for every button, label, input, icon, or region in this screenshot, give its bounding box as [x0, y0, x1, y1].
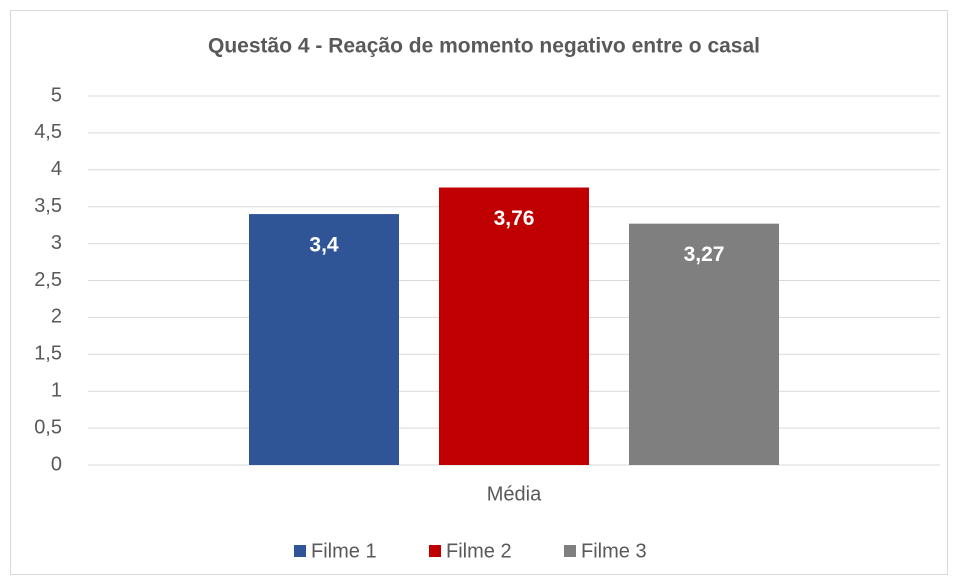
- legend-label: Filme 1: [311, 540, 377, 562]
- y-tick-label: 1,5: [34, 343, 62, 365]
- y-tick-label: 3,5: [34, 195, 62, 217]
- y-tick-label: 0,5: [34, 416, 62, 438]
- y-tick-label: 5: [51, 84, 62, 106]
- bar: [249, 214, 399, 465]
- data-label: 3,27: [684, 243, 725, 266]
- legend-label: Filme 3: [581, 540, 647, 562]
- legend-swatch: [294, 545, 306, 557]
- y-tick-label: 0: [51, 453, 62, 475]
- x-tick-label: Média: [487, 483, 542, 505]
- bar: [439, 187, 589, 465]
- legend-swatch: [429, 545, 441, 557]
- legend-swatch: [564, 545, 576, 557]
- y-tick-label: 1: [51, 379, 62, 401]
- y-tick-label: 2: [51, 306, 62, 328]
- bar: [629, 223, 779, 465]
- y-tick-label: 2,5: [34, 269, 62, 291]
- y-tick-label: 3: [51, 232, 62, 254]
- data-label: 3,76: [494, 207, 535, 230]
- y-tick-label: 4: [51, 158, 62, 180]
- legend-label: Filme 2: [446, 540, 512, 562]
- chart-title: Questão 4 - Reação de momento negativo e…: [208, 35, 760, 58]
- data-label: 3,4: [309, 234, 339, 257]
- y-tick-label: 4,5: [34, 121, 62, 143]
